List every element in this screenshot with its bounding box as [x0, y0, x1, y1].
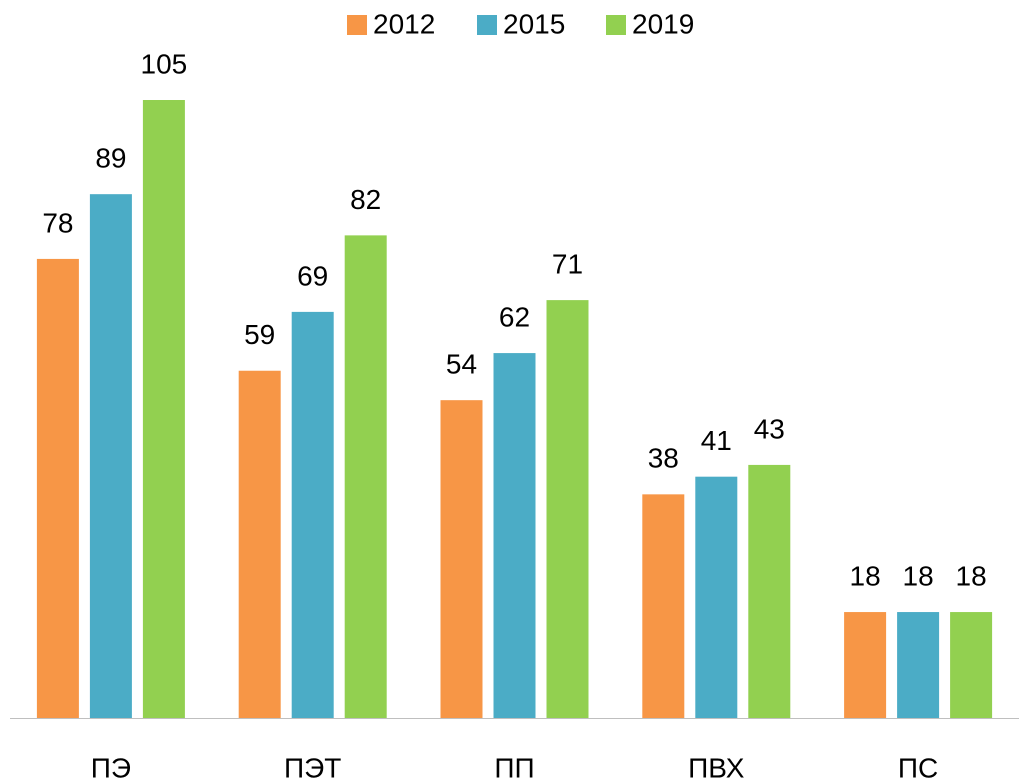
- bar: [695, 476, 738, 718]
- bar: [950, 612, 993, 718]
- bar: [89, 194, 132, 718]
- data-label: 38: [648, 443, 679, 474]
- data-label: 18: [903, 560, 934, 591]
- legend-label: 2012: [373, 8, 435, 39]
- data-label: 62: [499, 301, 530, 332]
- x-tick-label: ПС: [898, 752, 938, 783]
- bar: [142, 100, 185, 718]
- legend-swatch: [477, 15, 497, 35]
- data-label: 18: [850, 560, 881, 591]
- bar: [546, 300, 589, 718]
- x-tick-label: ПЭ: [91, 752, 131, 783]
- x-tick-label: ПЭТ: [284, 752, 341, 783]
- data-label: 41: [701, 425, 732, 456]
- legend-swatch: [347, 15, 367, 35]
- data-label: 54: [446, 349, 477, 380]
- data-label: 18: [956, 560, 987, 591]
- bar: [844, 612, 887, 718]
- data-label: 89: [95, 143, 126, 174]
- bar: [493, 353, 536, 718]
- data-label: 71: [552, 249, 583, 280]
- bar: [291, 311, 334, 718]
- x-tick-label: ПВХ: [688, 752, 745, 783]
- data-label: 82: [350, 184, 381, 215]
- legend-label: 2015: [503, 8, 565, 39]
- data-label: 43: [754, 413, 785, 444]
- data-label: 69: [297, 260, 328, 291]
- bar: [36, 258, 79, 718]
- legend-label: 2019: [632, 8, 694, 39]
- bar: [642, 494, 685, 718]
- legend-swatch: [606, 15, 626, 35]
- bar: [344, 235, 387, 718]
- bar: [238, 370, 281, 718]
- bar: [748, 464, 791, 718]
- data-label: 78: [42, 207, 73, 238]
- data-label: 59: [244, 319, 275, 350]
- bar: [440, 400, 483, 718]
- bar: [897, 612, 940, 718]
- data-label: 105: [141, 48, 188, 79]
- x-tick-label: ПП: [494, 752, 534, 783]
